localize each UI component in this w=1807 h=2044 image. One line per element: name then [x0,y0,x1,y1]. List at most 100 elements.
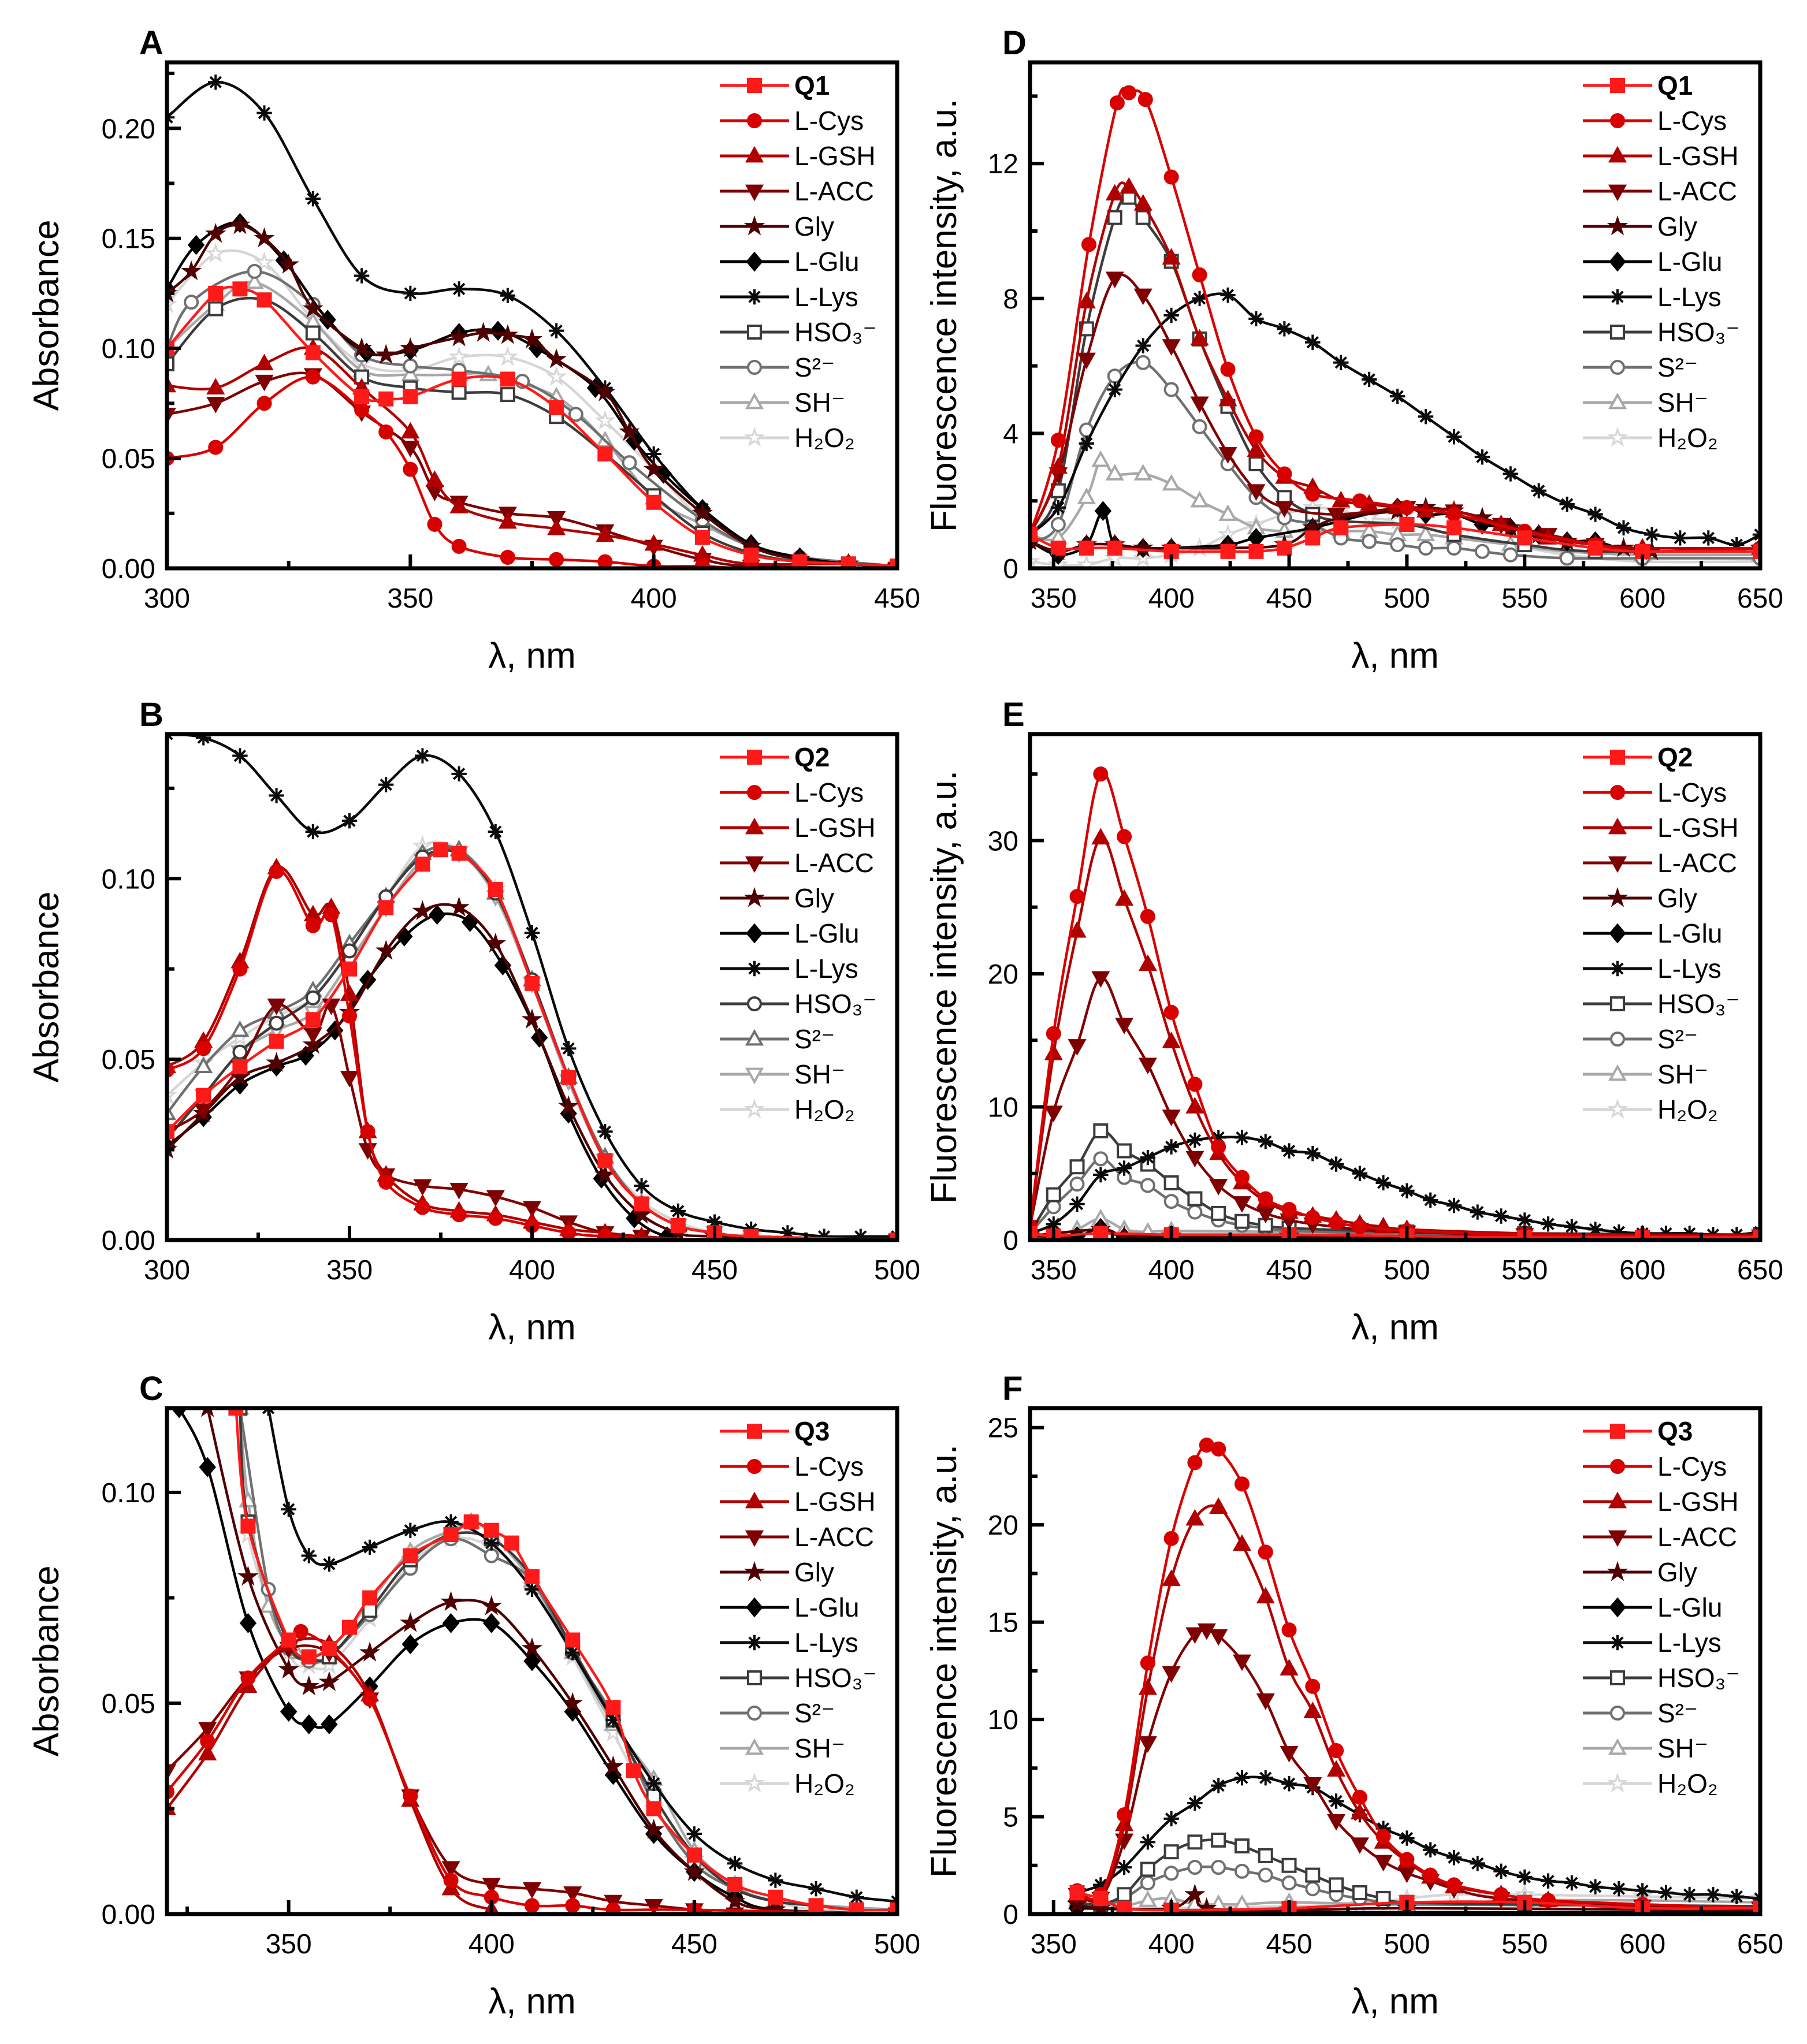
legend-marker [1607,1772,1628,1793]
data-point [205,243,226,263]
data-point [255,353,274,371]
data-point [1248,543,1264,559]
legend-label: S²⁻ [1657,352,1698,382]
series-line [167,1637,897,1914]
data-point [1517,1212,1533,1228]
y-axis-title: Fluorescence intensity, a.u. [924,99,964,532]
data-point [1305,1209,1321,1225]
y-tick-label: 10 [988,1705,1018,1736]
data-point [1192,291,1207,306]
data-point [643,1818,664,1839]
data-point [378,391,394,407]
legend-marker [746,1597,763,1618]
data-point [1541,1893,1556,1908]
data-point [305,191,321,207]
data-point [1305,334,1321,350]
data-point [486,1190,505,1207]
data-point [568,407,583,422]
legend-marker [1610,996,1625,1011]
legend-item: Q1 [720,70,830,100]
data-point [200,1733,215,1749]
data-point [302,297,324,318]
data-point [1068,921,1087,938]
data-point [232,1059,248,1074]
x-tick-label: 400 [509,1255,555,1286]
data-point [1701,530,1716,546]
data-point [644,534,663,551]
panel-letter: C [139,1370,163,1408]
y-tick-label: 0.05 [102,1045,155,1075]
data-point [1234,1838,1250,1854]
data-point [1187,1860,1203,1875]
data-point [646,1775,661,1791]
x-tick-label: 500 [874,1929,920,1960]
x-tick-label: 400 [469,1929,515,1960]
data-point [594,381,616,401]
data-point [1248,311,1264,327]
data-point [816,1228,832,1240]
legend-marker [1610,325,1625,340]
legend-item: SH⁻ [1583,388,1708,418]
data-point [646,494,661,510]
data-point [1093,1891,1109,1907]
data-point [1050,540,1066,556]
data-point [644,1899,663,1914]
data-point [232,748,248,764]
data-point [853,1228,868,1240]
legend-marker [1610,113,1625,128]
data-point [489,321,507,341]
data-point [1211,1139,1226,1155]
data-point [1135,355,1151,370]
data-point [500,371,515,387]
data-point [321,1641,337,1656]
data-point [401,422,420,439]
data-point [1050,433,1066,448]
data-point [1109,95,1125,111]
y-tick-label: 10 [988,1092,1018,1123]
data-point [1163,1194,1179,1209]
legend: Q2 L-Cys L-GSH L-ACC Gly L-Glu L-Lys HSO₃⁻ S²⁻ SH… [720,742,877,1125]
legend-marker [745,817,764,835]
data-point [206,378,225,395]
data-point [670,1218,686,1233]
panel-letter: B [139,696,163,734]
data-point [1079,540,1094,556]
data-point [1658,1885,1674,1901]
data-point [597,1153,613,1168]
data-point [1163,1866,1179,1881]
data-point [522,1201,542,1218]
data-point [1187,1191,1203,1207]
legend-item: Q3 [720,1416,830,1446]
data-point [1446,520,1462,535]
legend-marker [1609,960,1626,977]
legend-item: S²⁻ [720,1024,835,1054]
legend-item: L-Lys [1583,954,1722,984]
data-point [1218,447,1237,464]
legend-marker [1607,215,1628,236]
legend-item: S²⁻ [1583,1698,1698,1728]
data-point [1046,1187,1061,1202]
data-point [208,75,224,90]
x-tick-label: 350 [266,1929,312,1960]
data-point [1121,85,1137,100]
x-tick-label: 400 [1148,1255,1195,1286]
y-tick-label: 0 [1003,1900,1018,1930]
data-point [1329,1743,1344,1758]
data-point [597,1124,613,1140]
data-point [1094,501,1112,522]
x-tick-label: 350 [1031,583,1077,614]
legend-item: L-ACC [1583,176,1737,206]
data-point [1374,1855,1393,1872]
legend-label: Q2 [794,742,830,772]
legend-label: L-Cys [1657,1451,1727,1481]
data-point [563,1886,582,1903]
legend-marker [1608,1491,1627,1509]
panel-d: D 350 400 450 500 550 600 650 0 4 8 12 λ, nm Fluoresc… [924,24,1783,676]
data-point [597,554,613,568]
legend-label: L-Lys [794,954,858,984]
legend-item: L-Glu [720,918,859,948]
data-point [1352,1789,1367,1805]
data-point [890,1902,897,1914]
data-point [1277,321,1292,337]
legend-marker [746,1635,763,1651]
